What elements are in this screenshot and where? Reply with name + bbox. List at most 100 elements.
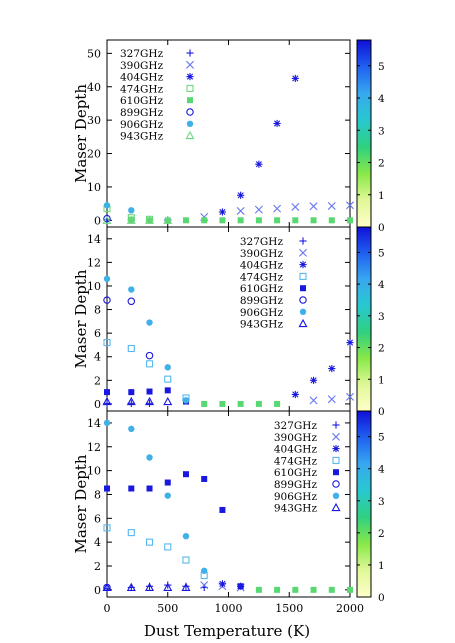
legend-label: 943GHz — [240, 319, 284, 331]
legend-label: 390GHz — [120, 60, 164, 72]
legend-marker — [300, 285, 306, 292]
legend-marker — [299, 308, 307, 315]
data-point — [164, 217, 171, 224]
legend-marker — [299, 272, 307, 280]
colorbar-tick-label: 2 — [378, 158, 385, 170]
data-point — [309, 396, 318, 405]
data-point — [327, 395, 336, 404]
legend-label: 390GHz — [274, 432, 318, 444]
data-point — [309, 202, 318, 211]
colorbar-gradient — [356, 226, 372, 412]
data-point — [128, 425, 135, 433]
data-point — [127, 297, 136, 306]
legend-label: 390GHz — [240, 248, 284, 260]
y-tick-label: 10 — [87, 181, 101, 194]
colorbar-tick-label: 1 — [378, 190, 385, 202]
legend-marker — [332, 492, 340, 499]
data-point — [328, 364, 336, 373]
legend-label: 404GHz — [120, 72, 164, 84]
data-point — [236, 206, 245, 215]
data-point — [201, 400, 208, 407]
data-point — [182, 471, 189, 478]
legend: 327GHz390GHz404GHz474GHz610GHz899GHz906G… — [240, 236, 308, 331]
colorbar-tick-label: 0 — [378, 592, 385, 604]
data-point — [201, 217, 208, 224]
data-point — [310, 586, 317, 593]
data-point — [201, 475, 208, 482]
data-point — [274, 400, 281, 407]
data-point — [145, 351, 154, 360]
data-point — [164, 375, 172, 383]
data-point — [218, 208, 227, 216]
y-tick-label: 14 — [87, 233, 101, 246]
legend-marker — [332, 432, 340, 441]
data-point — [219, 217, 226, 224]
y-tick-label: 10 — [87, 280, 101, 293]
data-point — [103, 296, 111, 304]
data-point — [102, 215, 112, 224]
data-point — [126, 396, 136, 406]
data-point — [146, 319, 153, 326]
data-point — [346, 392, 354, 401]
legend-label: 610GHz — [120, 95, 164, 107]
data-point — [309, 376, 318, 384]
data-point — [346, 201, 354, 210]
x-tick-label: 2000 — [336, 602, 364, 615]
x-tick-label: 500 — [157, 602, 178, 615]
data-point — [127, 344, 135, 353]
data-point — [237, 191, 245, 199]
data-point — [163, 582, 173, 592]
legend-marker — [186, 73, 194, 81]
data-point — [146, 454, 153, 461]
colorbar-tick-label: 4 — [378, 464, 385, 476]
legend-label: 404GHz — [240, 260, 284, 272]
legend-marker — [186, 49, 194, 57]
data-point — [328, 586, 335, 593]
data-point — [347, 586, 353, 593]
y-tick-label: 30 — [87, 114, 101, 127]
legend-marker — [187, 97, 193, 104]
data-point — [127, 529, 135, 537]
colorbar: 0 1 2 3 4 5 — [356, 226, 385, 418]
data-point — [237, 583, 244, 590]
data-point — [144, 215, 155, 224]
colorbar-tick-label: 3 — [378, 125, 385, 137]
data-point — [182, 532, 190, 540]
data-point — [255, 160, 263, 168]
data-point — [103, 275, 111, 283]
legend-marker — [333, 469, 339, 476]
data-point — [327, 201, 336, 210]
legend-marker — [331, 502, 341, 512]
data-point — [164, 492, 171, 499]
legend-label: 943GHz — [120, 131, 164, 143]
y-tick-label: 0 — [94, 398, 101, 411]
legend-marker — [332, 421, 340, 429]
data-point — [103, 524, 111, 532]
y-axis-label: Maser Depth — [72, 454, 90, 553]
data-point — [201, 567, 208, 574]
legend-label: 906GHz — [120, 119, 164, 131]
legend-label: 899GHz — [274, 479, 318, 491]
data-point — [103, 214, 111, 223]
colorbar-tick-label: 4 — [378, 93, 385, 105]
y-tick-label: 50 — [87, 47, 101, 60]
legend-marker — [185, 130, 195, 140]
data-point — [310, 217, 317, 224]
data-point — [346, 338, 354, 347]
legend: 327GHz390GHz404GHz474GHz610GHz899GHz906G… — [274, 420, 341, 515]
x-tick-label: 1500 — [275, 602, 303, 615]
data-point — [146, 485, 153, 492]
data-point — [255, 400, 262, 407]
data-point — [145, 360, 154, 368]
legend-label: 899GHz — [240, 295, 284, 307]
x-axis-label: Dust Temperature (K) — [144, 622, 310, 640]
data-point — [254, 205, 263, 214]
colorbar-tick-label: 3 — [378, 496, 385, 508]
data-point — [104, 389, 110, 396]
y-tick-label: 6 — [94, 327, 101, 340]
data-point — [128, 216, 135, 223]
y-tick-label: 4 — [94, 351, 101, 364]
data-point — [102, 396, 112, 406]
